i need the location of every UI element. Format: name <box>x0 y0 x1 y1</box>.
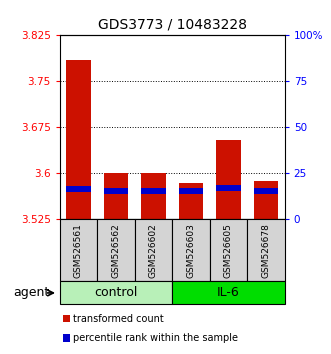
Bar <box>141 173 166 219</box>
Bar <box>179 183 203 219</box>
Bar <box>179 188 203 194</box>
Bar <box>216 185 241 191</box>
Bar <box>66 60 91 219</box>
Text: GSM526602: GSM526602 <box>149 223 158 278</box>
Text: IL-6: IL-6 <box>217 286 240 299</box>
Bar <box>104 173 128 219</box>
Text: percentile rank within the sample: percentile rank within the sample <box>73 333 238 343</box>
Bar <box>141 188 166 194</box>
Text: GSM526562: GSM526562 <box>111 223 120 278</box>
Text: agent: agent <box>13 286 50 299</box>
Text: control: control <box>94 286 138 299</box>
Text: GSM526605: GSM526605 <box>224 223 233 278</box>
Bar <box>254 188 278 194</box>
Bar <box>104 188 128 194</box>
Text: GSM526561: GSM526561 <box>74 223 83 278</box>
Bar <box>254 182 278 219</box>
Bar <box>216 140 241 219</box>
Bar <box>66 186 91 192</box>
Title: GDS3773 / 10483228: GDS3773 / 10483228 <box>98 17 247 32</box>
Text: GSM526678: GSM526678 <box>261 223 270 278</box>
Text: GSM526603: GSM526603 <box>186 223 195 278</box>
Text: transformed count: transformed count <box>73 314 164 324</box>
